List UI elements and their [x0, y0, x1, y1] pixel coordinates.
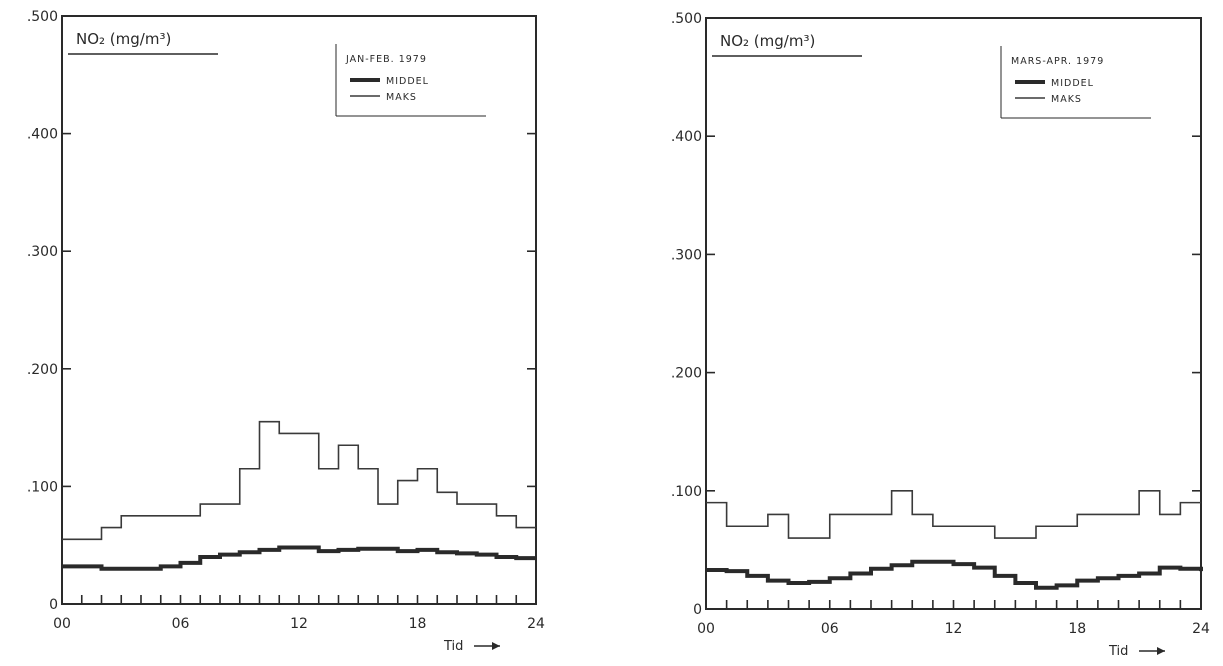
arrow-icon — [492, 642, 500, 650]
x-tick-label: 18 — [409, 616, 427, 632]
arrow-icon — [1157, 647, 1165, 655]
y-tick-label: 0 — [693, 602, 702, 618]
y-tick-label: .400 — [27, 127, 58, 143]
x-axis-label: Tid — [1108, 644, 1128, 659]
legend-label: MIDDEL — [386, 76, 429, 87]
y-tick-label: .500 — [27, 9, 58, 25]
y-tick-label: .300 — [671, 247, 702, 263]
x-tick-label: 06 — [172, 616, 190, 632]
y-tick-label: .200 — [27, 362, 58, 378]
chart-title: NO₂ (mg/m³) — [720, 32, 815, 50]
x-axis-label: Tid — [443, 639, 463, 654]
x-tick-label: 24 — [1192, 621, 1210, 637]
legend-label: MAKS — [386, 92, 417, 103]
y-tick-label: .500 — [671, 11, 702, 27]
chart-title: NO₂ (mg/m³) — [76, 30, 171, 48]
series-line-middel — [62, 545, 536, 571]
series-line-middel — [706, 559, 1203, 590]
series-line-maks — [706, 490, 1201, 539]
x-tick-label: 06 — [821, 621, 839, 637]
x-tick-label: 12 — [290, 616, 308, 632]
y-tick-label: .300 — [27, 244, 58, 260]
y-tick-label: .400 — [671, 129, 702, 145]
y-tick-label: .200 — [671, 366, 702, 382]
y-tick-label: .100 — [671, 484, 702, 500]
x-tick-label: 00 — [697, 621, 715, 637]
x-tick-label: 24 — [527, 616, 545, 632]
legend-period: MARS-APR. 1979 — [1011, 56, 1104, 67]
y-tick-label: .100 — [27, 479, 58, 495]
series-line-maks — [62, 420, 536, 541]
x-tick-label: 00 — [53, 616, 71, 632]
x-tick-label: 18 — [1068, 621, 1086, 637]
plot-frame — [705, 17, 1202, 610]
legend-label: MIDDEL — [1051, 78, 1094, 89]
y-tick-label: 0 — [49, 597, 58, 613]
legend-label: MAKS — [1051, 94, 1082, 105]
legend-period: JAN-FEB. 1979 — [345, 54, 427, 65]
x-tick-label: 12 — [945, 621, 963, 637]
